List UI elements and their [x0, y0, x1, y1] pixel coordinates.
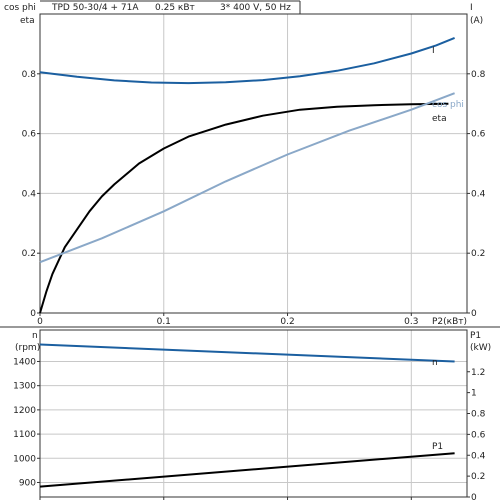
tick-label-right: 1.2 [471, 368, 485, 378]
plot-frame [39, 13, 468, 314]
tick-label-right: 0 [471, 309, 477, 319]
x-axis-label: P2(кВт) [432, 317, 467, 327]
label-layer: TPD 50-30/4 + 71A 0.25 кВт 3* 400 V, 50 … [4, 3, 491, 500]
series-label-eta: eta [432, 114, 447, 124]
series-line-i [39, 36, 455, 85]
tick-label-left: 1000 [13, 454, 36, 464]
tick-label-left: 0.2 [22, 249, 36, 259]
top-right-axis-label-bottom: (A) [470, 16, 483, 26]
tick-label-left: 1100 [13, 430, 36, 440]
series-line-cos-phi [39, 92, 455, 264]
tick-label-right: 0.8 [471, 70, 486, 80]
tick-label-left: 1300 [13, 382, 36, 392]
top-right-axis-label-top: I [470, 3, 473, 13]
series-line-eta [39, 102, 449, 314]
grid-layer [39, 14, 467, 497]
tick-label-right: 0.6 [471, 130, 486, 140]
tick-label-x: 0.1 [157, 317, 171, 327]
bottom-left-axis-label-bottom: (rpm) [15, 343, 40, 353]
tick-label-x: 0.3 [404, 317, 418, 327]
tick-label-right: 0 [471, 493, 477, 500]
tick-label-right: 1 [471, 389, 477, 399]
series-label-n: n [432, 358, 438, 368]
series-line-n [39, 343, 455, 363]
tick-label-x: 0.2 [280, 317, 294, 327]
tick-label-right: 0.4 [471, 189, 486, 199]
tick-label-right: 0.2 [471, 472, 485, 482]
tick-label-left: 1200 [13, 406, 36, 416]
series-label-p1: P1 [432, 442, 443, 452]
tick-label-left: 0.4 [22, 189, 37, 199]
series-label-i: I [432, 46, 435, 56]
bottom-right-axis-label-bottom: (kW) [470, 343, 491, 353]
header-power: 0.25 кВт [155, 3, 195, 13]
tick-label-left: 0 [30, 309, 36, 319]
tick-label-left: 0.6 [22, 130, 37, 140]
tick-label-left: 1400 [13, 357, 36, 367]
bottom-right-axis-label-top: P1 [470, 331, 481, 341]
tick-label-right: 0.4 [471, 451, 486, 461]
tick-label-left: 900 [19, 478, 36, 488]
series-line-p1 [39, 452, 455, 488]
tick-label-right: 0.2 [471, 249, 485, 259]
series-label-cos-phi: cos phi [432, 100, 464, 110]
bottom-left-axis-label-top: n [32, 331, 38, 341]
tick-label-right: 0.8 [471, 410, 486, 420]
plot-frame [39, 329, 468, 498]
top-left-axis-label-top: cos phi [4, 3, 36, 13]
header-voltage: 3* 400 V, 50 Hz [220, 3, 291, 13]
series-layer [39, 36, 455, 488]
tick-label-left: 0.8 [22, 70, 37, 80]
header-model: TPD 50-30/4 + 71A [51, 3, 139, 13]
tick-label-right: 0.6 [471, 430, 486, 440]
top-left-axis-label-bottom: eta [20, 16, 35, 26]
tick-label-x: 0 [37, 317, 43, 327]
